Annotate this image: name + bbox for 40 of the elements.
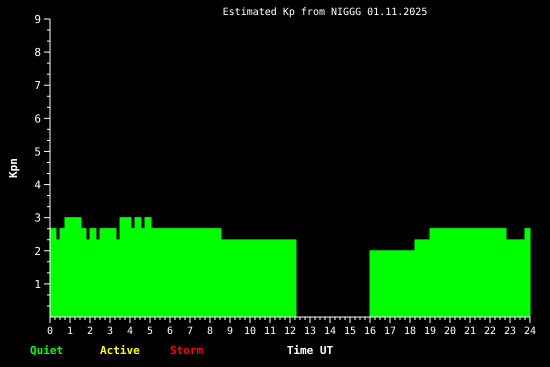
x-tick-label: 5 [146,326,154,337]
x-tick-label: 15 [344,326,356,337]
y-axis-title: Kpn [7,158,20,178]
x-tick-label: 2 [86,326,94,337]
x-tick-label: 17 [384,326,396,337]
x-tick-label: 4 [126,326,134,337]
chart-title: Estimated Kp from NIGGG 01.11.2025 [222,7,428,18]
y-tick-label: 2 [34,244,41,258]
x-tick-label: 8 [206,326,214,337]
x-tick-label: 23 [504,326,516,337]
y-tick-label: 7 [34,79,41,92]
x-tick-label: 13 [304,326,316,337]
x-tick-label: 3 [106,326,114,337]
text: Quiet [30,344,64,357]
legend-label: Storm [170,344,204,357]
x-tick-label: 24 [524,326,536,337]
x-tick-label: 11 [264,326,276,337]
x-tick-label: 0 [46,326,54,337]
y-tick-label: 4 [34,178,42,192]
y-tick-label: 9 [34,13,41,26]
x-tick-label: 22 [484,326,496,337]
x-tick-label: 14 [324,326,336,337]
y-tick-label: 6 [34,112,41,126]
x-tick-label: 9 [226,326,234,337]
x-tick-label: 1 [66,326,74,337]
x-tick-label: 21 [464,326,476,337]
y-tick-label: 3 [34,212,41,225]
x-axis-title: Time UT [286,344,334,357]
y-tick-label: 8 [34,46,41,60]
x-tick-label: 12 [284,326,296,337]
y-tick-label: 5 [34,145,41,158]
x-tick-label: 16 [364,326,376,337]
x-tick-label: 10 [244,326,256,337]
legend-label: Active [100,344,140,357]
x-tick-label: 7 [186,326,194,337]
x-tick-label: 6 [166,326,174,337]
x-tick-label: 18 [404,326,416,337]
x-tick-label: 20 [444,326,456,337]
y-tick-label: 1 [34,278,41,291]
x-tick-label: 19 [424,326,436,337]
